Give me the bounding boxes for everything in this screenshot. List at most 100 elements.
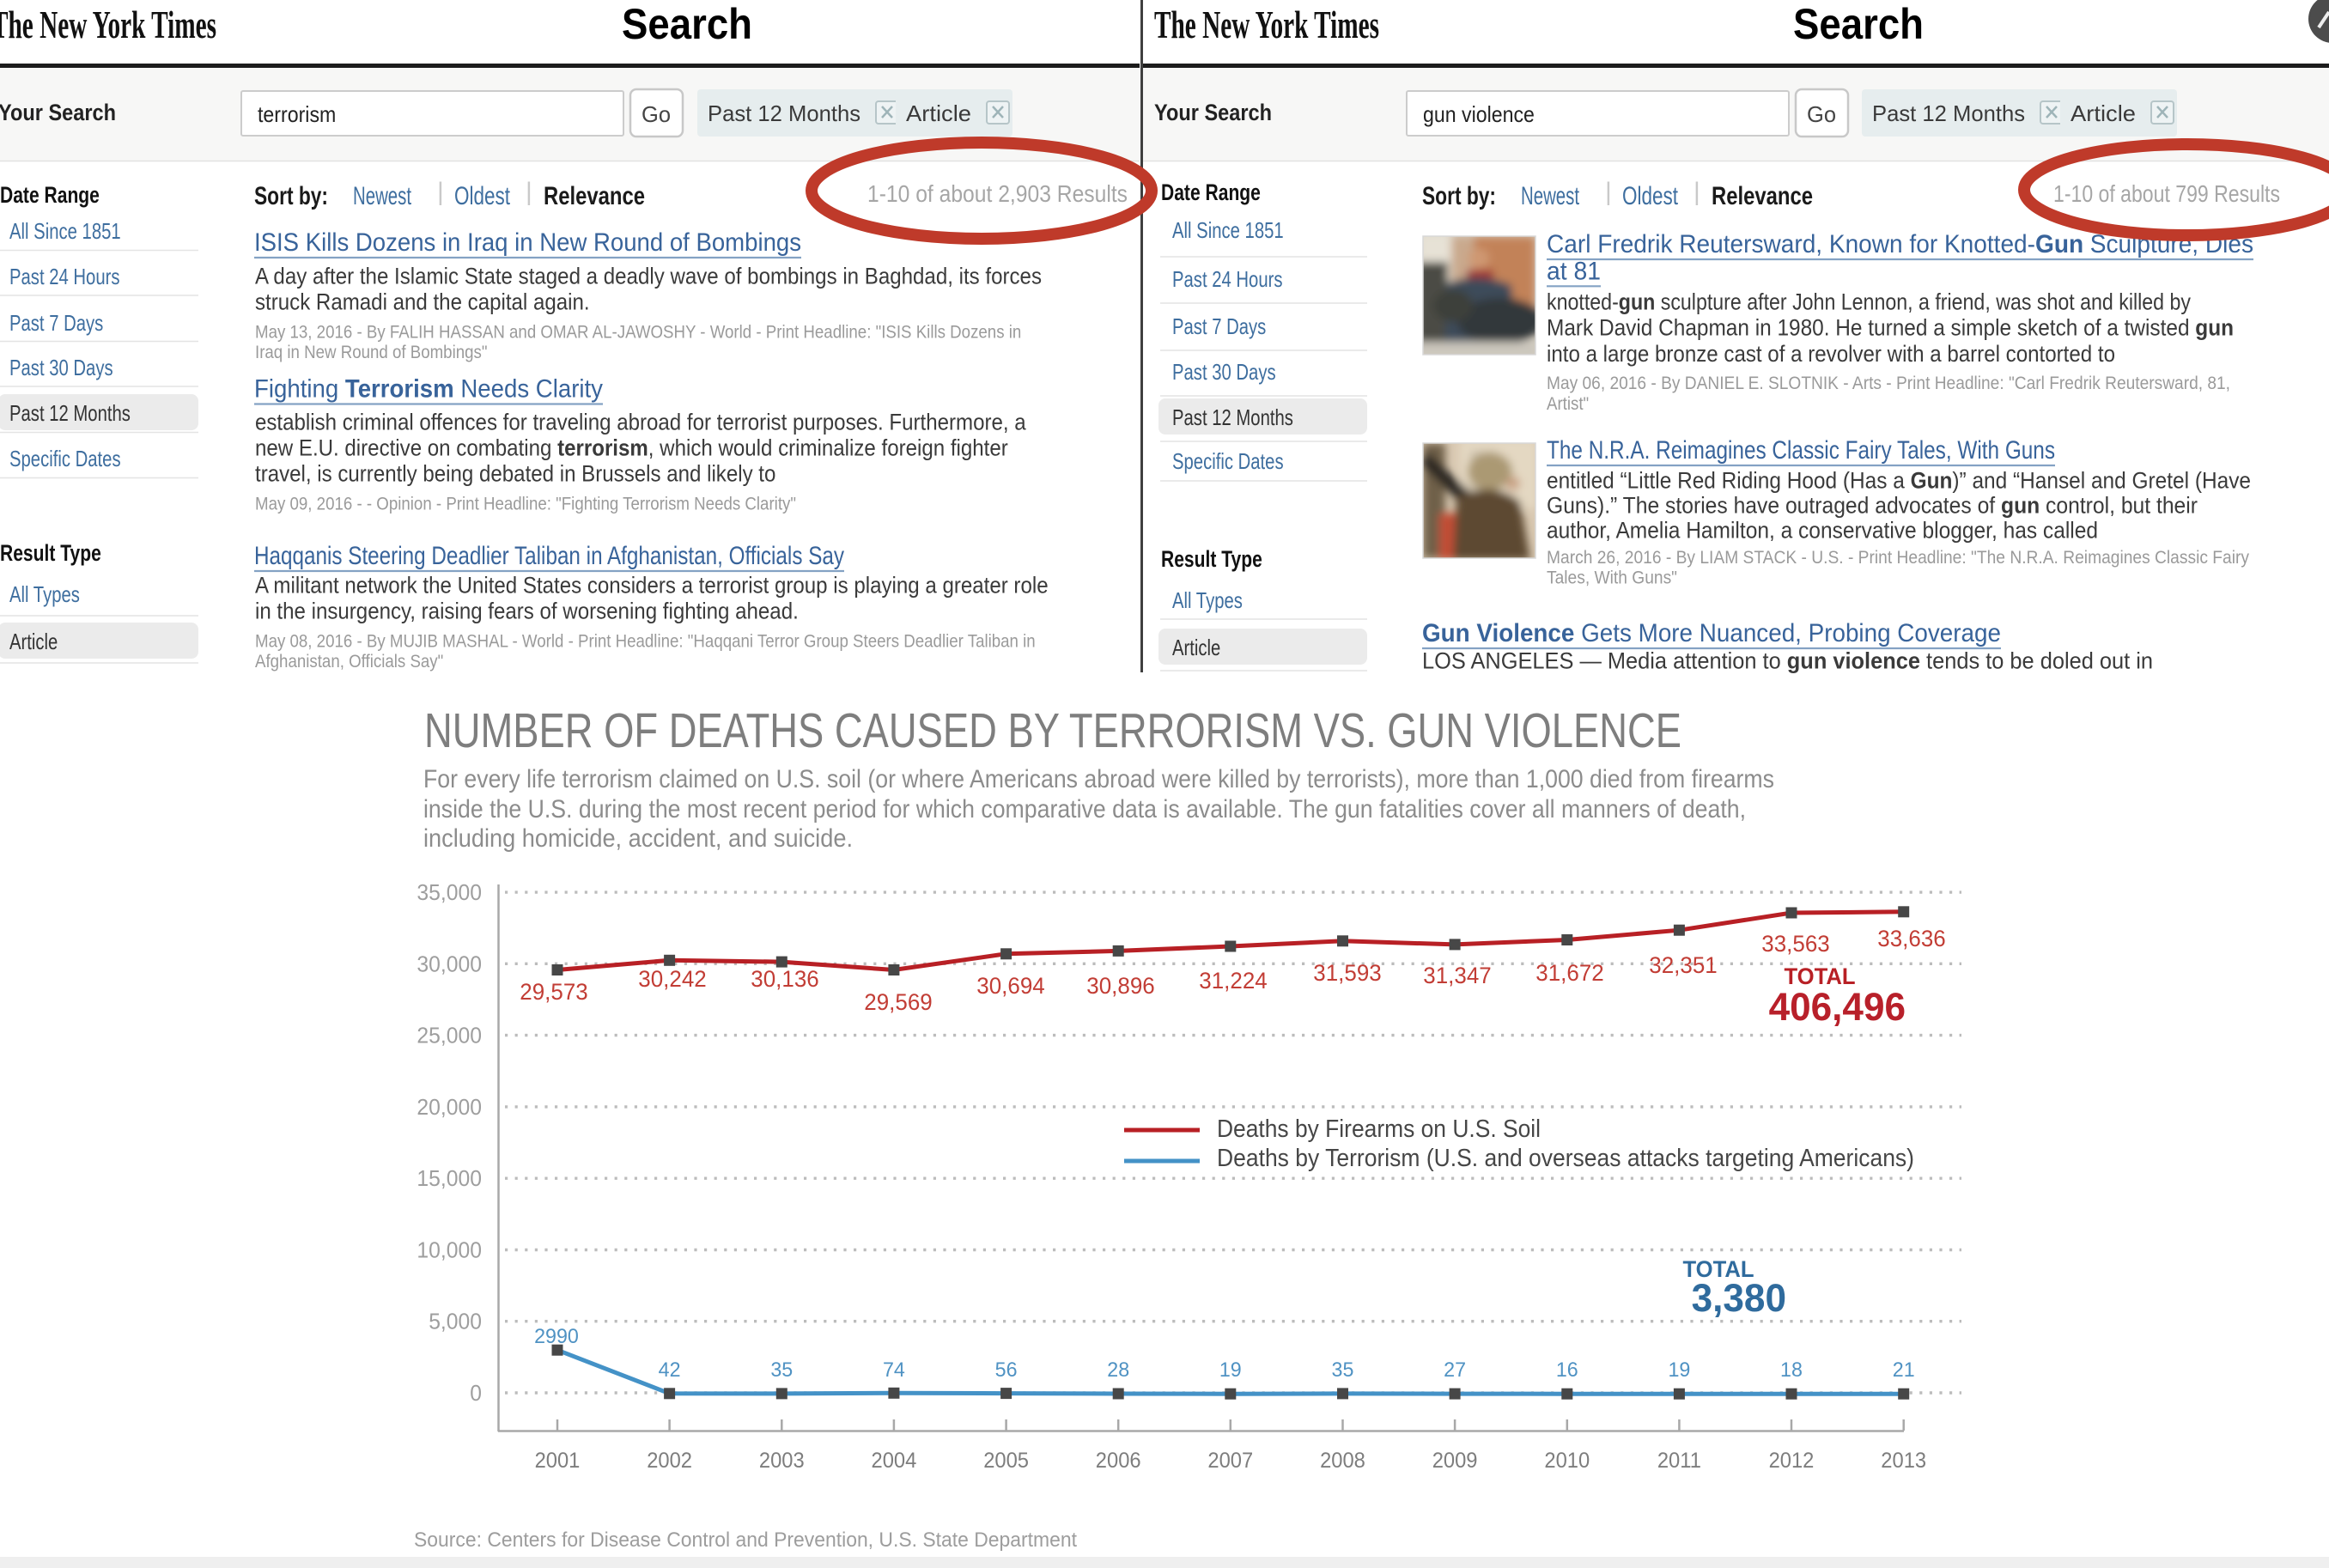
- svg-text:2013: 2013: [1881, 1449, 1926, 1473]
- svg-text:15,000: 15,000: [417, 1165, 482, 1191]
- svg-text:terrorism: terrorism: [258, 101, 336, 127]
- svg-text:Guns).” The stories have outra: Guns).” The stories have outraged advoca…: [1547, 493, 2001, 519]
- svg-text:31,224: 31,224: [1199, 968, 1267, 994]
- svg-text:30,896: 30,896: [1086, 973, 1154, 999]
- svg-text:30,694: 30,694: [976, 973, 1044, 999]
- svg-text:Deaths by Terrorism (U.S. and: Deaths by Terrorism (U.S. and overseas a…: [1217, 1145, 1914, 1172]
- svg-text:Date Range: Date Range: [0, 182, 100, 208]
- svg-text:Article: Article: [2071, 100, 2136, 126]
- svg-text:42: 42: [659, 1358, 681, 1382]
- svg-text:2003: 2003: [759, 1449, 805, 1473]
- svg-text:into a large bronze cast of a: into a large bronze cast of a revolver w…: [1547, 341, 2115, 367]
- svg-text:gun: gun: [2001, 493, 2040, 519]
- svg-text:LOS ANGELES — Media attention: LOS ANGELES — Media attention to: [1422, 648, 1787, 674]
- svg-text:31,593: 31,593: [1313, 960, 1381, 986]
- svg-text:Date Range: Date Range: [1161, 179, 1261, 205]
- svg-text:19: 19: [1219, 1358, 1242, 1382]
- svg-text:32,351: 32,351: [1649, 952, 1717, 978]
- svg-text:25,000: 25,000: [417, 1023, 482, 1048]
- svg-text:2005: 2005: [983, 1449, 1029, 1473]
- svg-text:29,569: 29,569: [864, 989, 932, 1015]
- svg-text:gun: gun: [1619, 289, 1656, 314]
- svg-text:35,000: 35,000: [417, 879, 482, 905]
- svg-text:30,000: 30,000: [417, 951, 482, 976]
- svg-text:All Types: All Types: [9, 581, 80, 607]
- svg-text:2012: 2012: [1769, 1449, 1815, 1473]
- svg-text:Past 12 Months: Past 12 Months: [1872, 100, 2025, 126]
- svg-text:2009: 2009: [1432, 1449, 1478, 1473]
- svg-text:knotted-: knotted-: [1547, 289, 1619, 314]
- svg-text:Gun: Gun: [1911, 468, 1953, 494]
- svg-text:Gun Violence: Gun Violence: [1422, 619, 1574, 647]
- svg-text:Specific Dates: Specific Dates: [9, 446, 121, 471]
- svg-text:gun violence: gun violence: [1423, 101, 1535, 127]
- svg-text:0: 0: [470, 1380, 482, 1406]
- svg-text:A day after the Islamic State: A day after the Islamic State staged a d…: [255, 264, 1042, 289]
- svg-text:inside the U.S. during the mos: inside the U.S. during the most recent p…: [423, 795, 1746, 824]
- svg-text:30,242: 30,242: [638, 966, 706, 992]
- svg-text:Carl Fredrik Reutersward, Know: Carl Fredrik Reutersward, Known for Knot…: [1547, 230, 2035, 258]
- svg-text:Past 12 Months: Past 12 Months: [9, 400, 131, 426]
- svg-text:May 06, 2016 - By DANIEL E. SL: May 06, 2016 - By DANIEL E. SLOTNIK - Ar…: [1547, 374, 2230, 393]
- svg-text:Needs Clarity: Needs Clarity: [454, 375, 603, 404]
- svg-text:Newest: Newest: [353, 182, 411, 210]
- svg-text:1-10 of about 2,903 Results: 1-10 of about 2,903 Results: [867, 180, 1128, 207]
- svg-text:Gets More Nuanced, Probing Cov: Gets More Nuanced, Probing Coverage: [1574, 619, 2001, 647]
- svg-text:Relevance: Relevance: [544, 182, 645, 210]
- svg-text:March 26, 2016 - By LIAM STACK: March 26, 2016 - By LIAM STACK - U.S. - …: [1547, 548, 2249, 568]
- svg-text:May 08, 2016 - By MUJIB MASHAL: May 08, 2016 - By MUJIB MASHAL - World -…: [255, 632, 1036, 652]
- svg-text:33,563: 33,563: [1761, 931, 1829, 957]
- svg-text:tends to be doled out in: tends to be doled out in: [1920, 648, 2153, 674]
- svg-text:2006: 2006: [1096, 1449, 1141, 1473]
- svg-text:NUMBER OF DEATHS CAUSED BY TER: NUMBER OF DEATHS CAUSED BY TERRORISM VS.…: [424, 703, 1681, 758]
- svg-text:Iraq in New Round of Bombings": Iraq in New Round of Bombings": [255, 343, 488, 362]
- svg-text:10,000: 10,000: [417, 1237, 482, 1263]
- svg-text:Haqqanis Steering Deadlier Tal: Haqqanis Steering Deadlier Taliban in Af…: [254, 542, 844, 570]
- svg-text:74: 74: [883, 1358, 905, 1382]
- svg-text:The New York Times: The New York Times: [0, 3, 216, 46]
- svg-text:All Since 1851: All Since 1851: [1172, 217, 1284, 243]
- svg-text:gun: gun: [2195, 315, 2234, 341]
- svg-text:|: |: [437, 178, 444, 206]
- svg-text:2990: 2990: [534, 1325, 579, 1348]
- svg-text:3,380: 3,380: [1692, 1276, 1786, 1320]
- svg-text:Past 30 Days: Past 30 Days: [1172, 359, 1276, 385]
- svg-text:The N.R.A. Reimagines Classic: The N.R.A. Reimagines Classic Fairy Tale…: [1547, 436, 2055, 465]
- svg-text:Source: Centers for Disease Co: Source: Centers for Disease Control and …: [414, 1528, 1077, 1552]
- svg-text:31,672: 31,672: [1535, 960, 1603, 986]
- svg-text:Article: Article: [906, 100, 971, 126]
- svg-text:new E.U. directive on combatin: new E.U. directive on combating: [255, 435, 557, 461]
- svg-text:The New York Times: The New York Times: [1154, 3, 1379, 46]
- svg-text:in the insurgency, raising fea: in the insurgency, raising fears of wors…: [255, 599, 799, 624]
- svg-text:406,496: 406,496: [1769, 985, 1906, 1029]
- svg-text:2010: 2010: [1544, 1449, 1590, 1473]
- svg-text:author, Amelia Hamilton, a con: author, Amelia Hamilton, a conservative …: [1547, 518, 2098, 544]
- svg-text:2002: 2002: [647, 1449, 692, 1473]
- svg-text:Search: Search: [1793, 0, 1924, 48]
- svg-text:at 81: at 81: [1547, 257, 1601, 285]
- svg-text:2008: 2008: [1320, 1449, 1365, 1473]
- svg-text:Past 24 Hours: Past 24 Hours: [1172, 266, 1283, 292]
- svg-text:May 09, 2016 - - Opinion - Pri: May 09, 2016 - - Opinion - Print Headlin…: [255, 495, 796, 514]
- svg-text:TOTAL: TOTAL: [1682, 1256, 1754, 1282]
- svg-text:A militant network the United: A militant network the United States con…: [255, 573, 1049, 599]
- svg-text:2007: 2007: [1207, 1449, 1253, 1473]
- svg-text:Newest: Newest: [1521, 182, 1579, 210]
- svg-text:Deaths by Firearms on U.S. Soi: Deaths by Firearms on U.S. Soil: [1217, 1115, 1541, 1143]
- svg-text:sculpture after John Lennon, a: sculpture after John Lennon, a friend, w…: [1655, 289, 2191, 314]
- svg-text:Oldest: Oldest: [1622, 182, 1678, 210]
- svg-text:May 13, 2016 - By FALIH HASSAN: May 13, 2016 - By FALIH HASSAN and OMAR …: [255, 322, 1021, 342]
- svg-text:Article: Article: [9, 629, 58, 654]
- svg-text:Past 12 Months: Past 12 Months: [708, 100, 860, 126]
- svg-text:35: 35: [1332, 1358, 1354, 1382]
- svg-text:Relevance: Relevance: [1712, 182, 1813, 210]
- svg-text:Mark David Chapman in 1980. He: Mark David Chapman in 1980. He turned a …: [1547, 315, 2195, 341]
- svg-text:18: 18: [1780, 1358, 1803, 1382]
- svg-text:Go: Go: [642, 101, 671, 127]
- svg-text:travel, is currently being deb: travel, is currently being debated in Br…: [255, 461, 775, 487]
- svg-text:27: 27: [1444, 1358, 1466, 1382]
- svg-text:Artist": Artist": [1547, 394, 1589, 414]
- svg-text:Tales, With Guns": Tales, With Guns": [1547, 568, 1677, 588]
- svg-text:Specific Dates: Specific Dates: [1172, 448, 1284, 474]
- svg-text:, which would criminalize fore: , which would criminalize foreign fighte…: [648, 435, 1008, 461]
